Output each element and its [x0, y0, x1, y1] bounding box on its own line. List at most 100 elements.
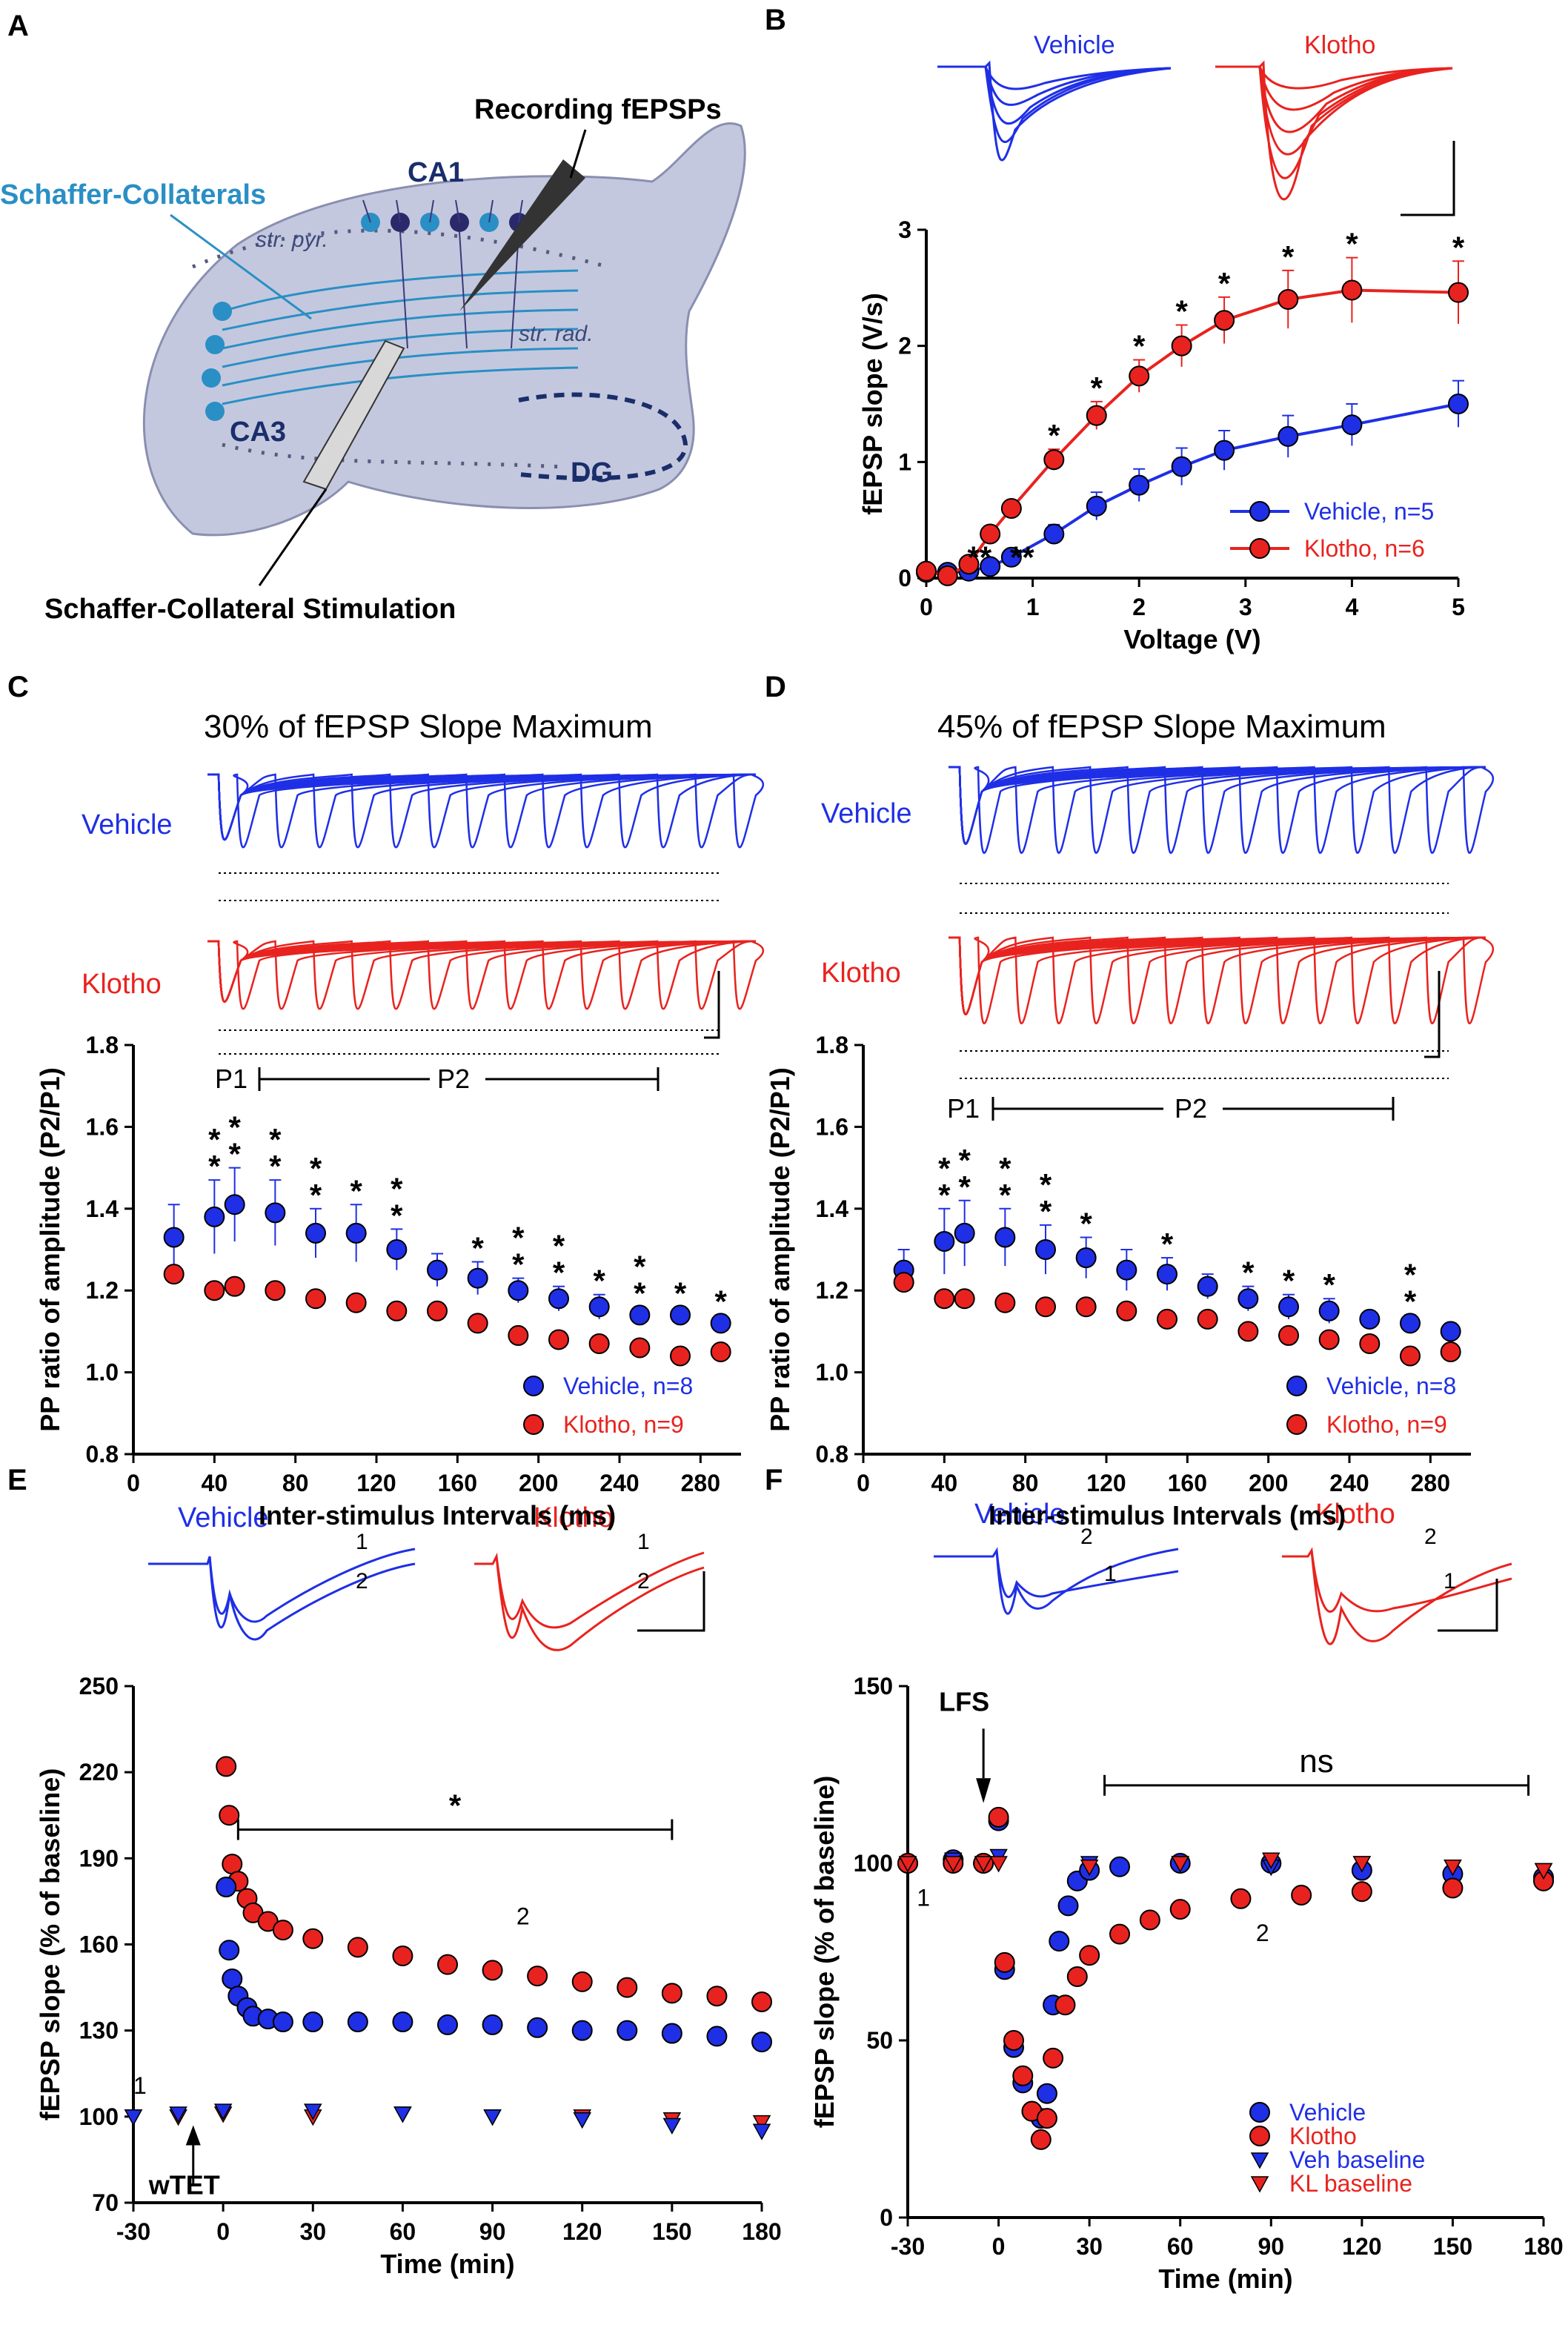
- legend-label: Veh baseline: [1289, 2146, 1425, 2173]
- data-point: [1086, 405, 1107, 426]
- legend-label: Klotho, n=9: [1326, 1411, 1447, 1438]
- panel-b: B Vehicle Klotho: [765, 4, 1455, 216]
- data-point: [1214, 310, 1235, 331]
- significance-star: *: [553, 1229, 565, 1264]
- data-point: [1036, 2108, 1057, 2129]
- data-point: [1318, 1300, 1340, 1321]
- data-point: [571, 1971, 593, 1992]
- data-point: [1359, 1333, 1381, 1354]
- data-point: [1238, 1288, 1259, 1310]
- data-point: [386, 1239, 408, 1260]
- trace-e-num1b: 1: [637, 1530, 650, 1554]
- data-point: [305, 1288, 326, 1310]
- timepoint-1-label: 1: [917, 1884, 930, 1911]
- x-tick-label: 90: [1258, 2233, 1284, 2260]
- y-tick-label: 100: [854, 1850, 893, 1877]
- y-tick-label: 1.6: [86, 1113, 119, 1140]
- scale-bar-e: [637, 1571, 705, 1632]
- x-tick-label: 0: [920, 594, 933, 620]
- data-point: [1400, 1313, 1421, 1334]
- stim-label-line: [258, 488, 328, 586]
- data-point: [345, 1222, 367, 1244]
- y-tick-label: 1: [898, 448, 911, 475]
- y-tick-label: 1.8: [816, 1032, 848, 1058]
- data-point: [1000, 498, 1022, 519]
- data-point: [958, 554, 980, 575]
- data-point: [427, 1259, 448, 1281]
- y-tick-label: 190: [79, 1845, 119, 1871]
- data-point: [1341, 279, 1363, 301]
- data-point: [1291, 1885, 1312, 1906]
- x-tick-label: 0: [127, 1470, 140, 1496]
- significance-star: *: [208, 1149, 221, 1184]
- significance-star: *: [208, 1122, 221, 1157]
- hippocampus-slice: [142, 122, 746, 537]
- x-tick-label: 3: [1239, 594, 1252, 620]
- y-tick-label: 160: [79, 1931, 119, 1958]
- significance-star: *: [634, 1249, 646, 1284]
- x-axis-label: Time (min): [1158, 2263, 1292, 2294]
- x-tick-label: 120: [1086, 1470, 1126, 1496]
- data-point: [1400, 1345, 1421, 1367]
- y-tick-label: 250: [79, 1673, 119, 1699]
- significance-star: *: [593, 1264, 605, 1299]
- ltd-trace-vehicle: [934, 1547, 1179, 1615]
- chart-E: -30 0 30 60 90 120 150 180 70 100 130 160 190 220 250 T…: [35, 1673, 782, 2279]
- legend-label: Vehicle, n=8: [1326, 1373, 1456, 1399]
- data-point: [893, 1272, 914, 1293]
- trace-e-num1: 1: [356, 1530, 368, 1554]
- significance-star: *: [938, 1178, 951, 1213]
- significance-star: *: [1323, 1267, 1335, 1302]
- data-point: [1080, 1860, 1099, 1877]
- data-point: [706, 2026, 728, 2047]
- data-point: [216, 1877, 237, 1898]
- significance-star: *: [1161, 1227, 1174, 1261]
- data-point: [265, 1280, 286, 1301]
- data-point: [1129, 365, 1150, 387]
- stim-label: LFS: [939, 1686, 989, 1717]
- significance-star: *: [228, 1110, 241, 1145]
- klotho-trace-label: Klotho: [1304, 31, 1375, 59]
- legend-label: Klotho: [1289, 2123, 1357, 2149]
- data-point: [272, 2011, 293, 2033]
- data-point: [994, 1951, 1015, 1973]
- y-tick-label: 2: [898, 333, 911, 359]
- pp-sweep: [207, 940, 764, 1010]
- panel-label-f: F: [765, 1464, 783, 1496]
- ltp-trace-klotho: [474, 1551, 705, 1651]
- y-tick-label: 0: [880, 2204, 893, 2231]
- data-point: [617, 2020, 638, 2041]
- legend-label: Vehicle, n=8: [563, 1373, 693, 1399]
- legend-marker: [1250, 2152, 1269, 2169]
- data-point: [751, 2032, 772, 2053]
- trace-f-num2b: 2: [1424, 1525, 1437, 1549]
- panel-a: A: [0, 10, 746, 625]
- data-point: [392, 1945, 413, 1966]
- legend-marker: [523, 1414, 544, 1435]
- stim-label: wTET: [148, 2169, 220, 2200]
- y-tick-label: 220: [79, 1759, 119, 1785]
- x-axis-label: Inter-stimulus Intervals (ms): [989, 1500, 1346, 1530]
- x-tick-label: 180: [742, 2218, 781, 2245]
- data-point: [1238, 1321, 1259, 1342]
- x-tick-label: 80: [282, 1470, 309, 1496]
- panel-d: D 45% of fEPSP Slope Maximum Vehicle Klo…: [765, 671, 1494, 1124]
- significance-star: *: [1404, 1257, 1417, 1292]
- panel-label-d: D: [765, 671, 786, 703]
- data-point: [1169, 1899, 1191, 1920]
- data-point: [752, 2123, 771, 2140]
- klotho-label-c: Klotho: [82, 969, 162, 1000]
- data-point: [974, 1856, 993, 1873]
- data-point: [222, 1854, 243, 1875]
- data-point: [571, 2020, 593, 2041]
- data-point: [1359, 1308, 1381, 1330]
- stimulation-label: Schaffer-Collateral Stimulation: [44, 594, 456, 625]
- data-point: [163, 1227, 185, 1248]
- data-point: [508, 1280, 529, 1301]
- data-point: [1043, 449, 1065, 471]
- significance-star: *: [1040, 1194, 1052, 1229]
- recording-label-line: [569, 129, 587, 179]
- dentate-gyrus-line: [518, 392, 688, 481]
- data-point: [204, 1206, 225, 1227]
